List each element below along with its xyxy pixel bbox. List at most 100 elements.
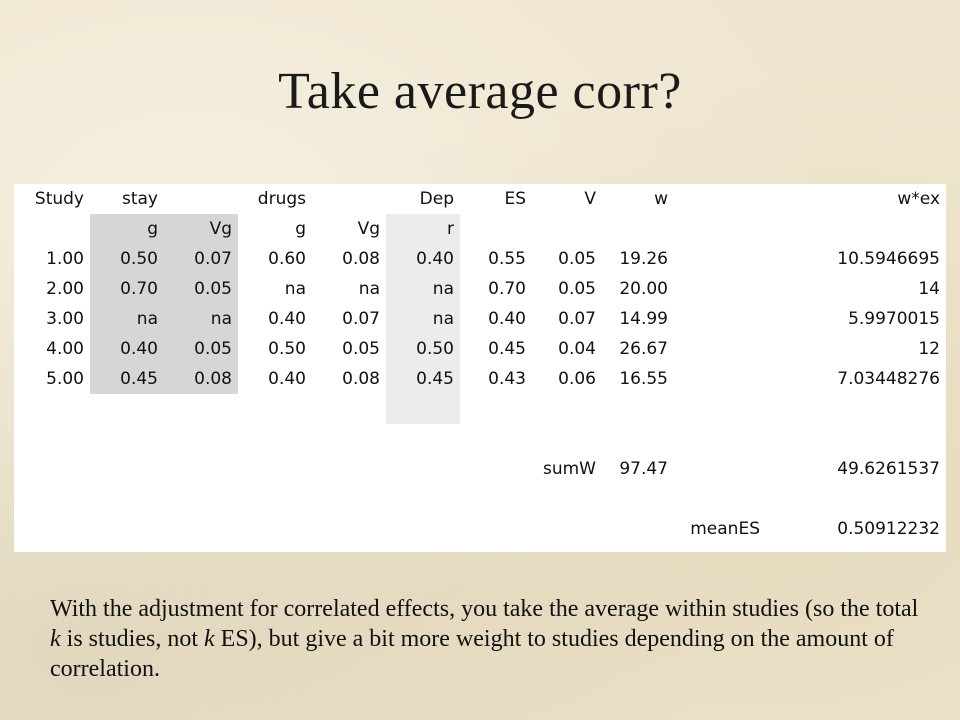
table-row: 3.00 na na 0.40 0.07 na 0.40 0.07 14.99 … xyxy=(14,304,946,334)
table-cell xyxy=(674,394,766,424)
table-cell: 0.50 xyxy=(90,244,164,274)
table-cell xyxy=(386,454,460,484)
table-cell: 19.26 xyxy=(619,249,668,269)
table-cell: 0.40 xyxy=(268,369,306,389)
table-cell: 0.55 xyxy=(488,249,526,269)
table-cell xyxy=(674,184,766,214)
table-cell xyxy=(766,394,946,424)
table-cell xyxy=(238,454,312,484)
table-cell xyxy=(766,214,946,244)
table-cell xyxy=(386,394,460,424)
table-cell: 0.40 xyxy=(90,334,164,364)
table-cell xyxy=(674,274,766,304)
table-row xyxy=(14,484,946,514)
table-cell: 14.99 xyxy=(619,309,668,329)
table-cell xyxy=(766,424,946,454)
table-row xyxy=(14,424,946,454)
table-cell: 0.05 xyxy=(342,339,380,359)
table-cell xyxy=(90,454,164,484)
table-row: 2.00 0.70 0.05 na na na 0.70 0.05 20.00 … xyxy=(14,274,946,304)
caption-text: ES), but give a bit more weight to studi… xyxy=(50,626,894,682)
table-row: meanES 0.50912232 xyxy=(14,514,946,544)
table-cell xyxy=(14,454,90,484)
table-row: sumW 97.47 49.6261537 xyxy=(14,454,946,484)
caption-text: is studies, not xyxy=(60,626,204,652)
table-cell xyxy=(386,514,460,544)
table-cell: 0.50 xyxy=(386,334,460,364)
table-cell xyxy=(602,394,674,424)
table-cell xyxy=(674,334,766,364)
table-cell: Vg xyxy=(357,219,380,239)
table-cell xyxy=(674,484,766,514)
table-cell: 0.08 xyxy=(342,249,380,269)
table-cell xyxy=(164,514,238,544)
table-cell: w*ex xyxy=(897,189,940,209)
table-cell: 5.00 xyxy=(46,369,84,389)
table-cell: 3.00 xyxy=(46,309,84,329)
table-row: 5.00 0.45 0.08 0.40 0.08 0.45 0.43 0.06 … xyxy=(14,364,946,394)
table-cell xyxy=(312,514,386,544)
table-cell xyxy=(602,514,674,544)
table-cell: 12 xyxy=(918,339,940,359)
table-cell: 7.03448276 xyxy=(837,369,940,389)
table-cell: 0.45 xyxy=(386,364,460,394)
table-cell: 0.60 xyxy=(268,249,306,269)
table-cell xyxy=(312,454,386,484)
table-cell: 0.07 xyxy=(164,244,238,274)
table-cell: 10.5946695 xyxy=(837,249,940,269)
table-cell xyxy=(460,454,532,484)
caption-k-italic: k xyxy=(204,626,215,652)
table-cell xyxy=(238,514,312,544)
table-cell xyxy=(238,424,312,454)
table-cell: 0.40 xyxy=(488,309,526,329)
table-cell xyxy=(164,424,238,454)
table-cell xyxy=(90,394,164,424)
table-cell: 0.06 xyxy=(558,369,596,389)
table-cell xyxy=(674,244,766,274)
table-cell: 4.00 xyxy=(46,339,84,359)
table-cell xyxy=(14,484,90,514)
table-cell: g xyxy=(90,214,164,244)
table-cell: 0.45 xyxy=(90,364,164,394)
table-cell: na xyxy=(90,304,164,334)
table-cell: 0.08 xyxy=(164,364,238,394)
table-cell: 0.05 xyxy=(164,274,238,304)
table-cell: Vg xyxy=(164,214,238,244)
table-cell: 0.40 xyxy=(268,309,306,329)
table-cell: sumW xyxy=(542,459,596,479)
table-cell xyxy=(238,484,312,514)
table-cell: 0.05 xyxy=(164,334,238,364)
table-cell: drugs xyxy=(257,189,306,209)
table-cell xyxy=(14,514,90,544)
table-cell: 0.05 xyxy=(558,279,596,299)
table-cell xyxy=(532,214,602,244)
table-cell: 0.08 xyxy=(342,369,380,389)
table-cell: 0.43 xyxy=(488,369,526,389)
table-cell xyxy=(14,394,90,424)
table-cell: Dep xyxy=(419,189,454,209)
table-cell: na xyxy=(358,279,380,299)
table-cell: g xyxy=(295,219,306,239)
caption-k-italic: k xyxy=(50,626,61,652)
table-cell xyxy=(14,214,90,244)
slide-title: Take average corr? xyxy=(278,63,682,120)
table-cell: 0.50 xyxy=(268,339,306,359)
table-cell xyxy=(312,184,386,214)
caption-text: With the adjustment for correlated effec… xyxy=(50,596,919,622)
table-cell xyxy=(766,484,946,514)
table-cell xyxy=(674,214,766,244)
table-row: g Vg g Vg r xyxy=(14,214,946,244)
table-cell xyxy=(238,394,312,424)
table-cell: ES xyxy=(504,189,526,209)
table-cell: w xyxy=(654,189,668,209)
table-cell: Study xyxy=(34,189,84,209)
table-cell xyxy=(460,394,532,424)
table-cell xyxy=(312,484,386,514)
spreadsheet-table: Study stay drugs Dep ES V w w*ex g Vg g … xyxy=(14,184,946,552)
table-cell: 16.55 xyxy=(619,369,668,389)
table-cell xyxy=(532,394,602,424)
data-grid: Study stay drugs Dep ES V w w*ex g Vg g … xyxy=(14,184,946,544)
table-row: Study stay drugs Dep ES V w w*ex xyxy=(14,184,946,214)
table-cell xyxy=(602,214,674,244)
table-cell xyxy=(312,394,386,424)
